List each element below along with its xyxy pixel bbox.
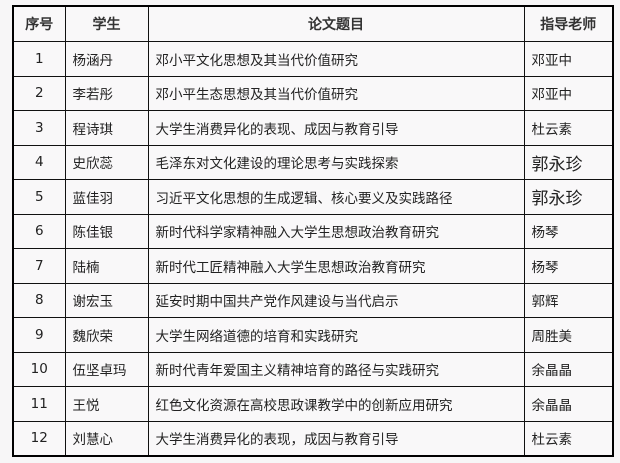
student-cell: 谢宏玉	[64, 282, 149, 318]
number-cell: 10	[12, 351, 66, 387]
table-row: 11 王悦 红色文化资源在高校思政课教学中的创新应用研究 余晶晶	[12, 386, 614, 422]
number-cell: 7	[12, 248, 66, 284]
number-cell: 2	[12, 75, 66, 111]
table-row: 8 谢宏玉 延安时期中国共产党作风建设与当代启示 郭辉	[12, 282, 614, 318]
table-row: 2 李若彤 邓小平生态思想及其当代价值研究 邓亚中	[12, 75, 614, 111]
student-cell: 刘慧心	[64, 420, 149, 457]
number-cell: 4	[12, 144, 66, 180]
title-cell: 新时代青年爱国主义精神培育的路径与实践研究	[147, 351, 525, 387]
student-cell: 陈佳银	[64, 213, 149, 249]
advisor-cell: 杜云素	[523, 420, 614, 457]
advisor-cell: 杜云素	[523, 110, 614, 146]
table-row: 4 史欣蕊 毛泽东对文化建设的理论思考与实践探索 郭永珍	[12, 144, 614, 180]
number-cell: 1	[12, 41, 66, 77]
table-row: 3 程诗琪 大学生消费异化的表现、成因与教育引导 杜云素	[12, 110, 614, 146]
table-row: 7 陆楠 新时代工匠精神融入大学生思想政治教育研究 杨琴	[12, 248, 614, 284]
student-cell: 陆楠	[64, 248, 149, 284]
table-row: 6 陈佳银 新时代科学家精神融入大学生思想政治教育研究 杨琴	[12, 213, 614, 249]
header-title: 论文题目	[147, 5, 525, 42]
student-cell: 魏欣荣	[64, 317, 149, 353]
advisor-cell: 余晶晶	[523, 386, 614, 422]
advisor-cell: 杨琴	[523, 213, 614, 249]
advisor-cell: 郭永珍	[523, 179, 614, 215]
header-number: 序号	[12, 5, 66, 42]
advisor-cell: 郭辉	[523, 282, 614, 318]
title-cell: 习近平文化思想的生成逻辑、核心要义及实践路径	[147, 179, 525, 215]
title-cell: 新时代科学家精神融入大学生思想政治教育研究	[147, 213, 525, 249]
number-cell: 11	[12, 386, 66, 422]
title-cell: 新时代工匠精神融入大学生思想政治教育研究	[147, 248, 525, 284]
student-cell: 程诗琪	[64, 110, 149, 146]
table-row: 10 伍坚卓玛 新时代青年爱国主义精神培育的路径与实践研究 余晶晶	[12, 351, 614, 387]
student-cell: 伍坚卓玛	[64, 351, 149, 387]
number-cell: 9	[12, 317, 66, 353]
title-cell: 大学生消费异化的表现，成因与教育引导	[147, 420, 525, 457]
thesis-table: 序号 学生 论文题目 指导老师 1 杨涵丹 邓小平文化思想及其当代价值研究 邓亚中 2 李…	[12, 5, 614, 457]
table-row: 1 杨涵丹 邓小平文化思想及其当代价值研究 邓亚中	[12, 41, 614, 77]
number-cell: 3	[12, 110, 66, 146]
advisor-cell: 邓亚中	[523, 41, 614, 77]
title-cell: 大学生消费异化的表现、成因与教育引导	[147, 110, 525, 146]
table-row: 5 蓝佳羽 习近平文化思想的生成逻辑、核心要义及实践路径 郭永珍	[12, 179, 614, 215]
number-cell: 5	[12, 179, 66, 215]
header-student: 学生	[64, 5, 149, 42]
advisor-cell: 余晶晶	[523, 351, 614, 387]
advisor-cell: 郭永珍	[523, 144, 614, 180]
header-advisor: 指导老师	[523, 5, 614, 42]
student-cell: 史欣蕊	[64, 144, 149, 180]
number-cell: 12	[12, 420, 66, 457]
advisor-cell: 邓亚中	[523, 75, 614, 111]
table-row: 12 刘慧心 大学生消费异化的表现，成因与教育引导 杜云素	[12, 420, 614, 457]
student-cell: 蓝佳羽	[64, 179, 149, 215]
student-cell: 杨涵丹	[64, 41, 149, 77]
header-row: 序号 学生 论文题目 指导老师	[12, 5, 614, 42]
title-cell: 邓小平文化思想及其当代价值研究	[147, 41, 525, 77]
title-cell: 毛泽东对文化建设的理论思考与实践探索	[147, 144, 525, 180]
title-cell: 延安时期中国共产党作风建设与当代启示	[147, 282, 525, 318]
student-cell: 李若彤	[64, 75, 149, 111]
title-cell: 邓小平生态思想及其当代价值研究	[147, 75, 525, 111]
advisor-cell: 杨琴	[523, 248, 614, 284]
number-cell: 6	[12, 213, 66, 249]
number-cell: 8	[12, 282, 66, 318]
advisor-cell: 周胜美	[523, 317, 614, 353]
table-row: 9 魏欣荣 大学生网络道德的培育和实践研究 周胜美	[12, 317, 614, 353]
title-cell: 红色文化资源在高校思政课教学中的创新应用研究	[147, 386, 525, 422]
title-cell: 大学生网络道德的培育和实践研究	[147, 317, 525, 353]
student-cell: 王悦	[64, 386, 149, 422]
